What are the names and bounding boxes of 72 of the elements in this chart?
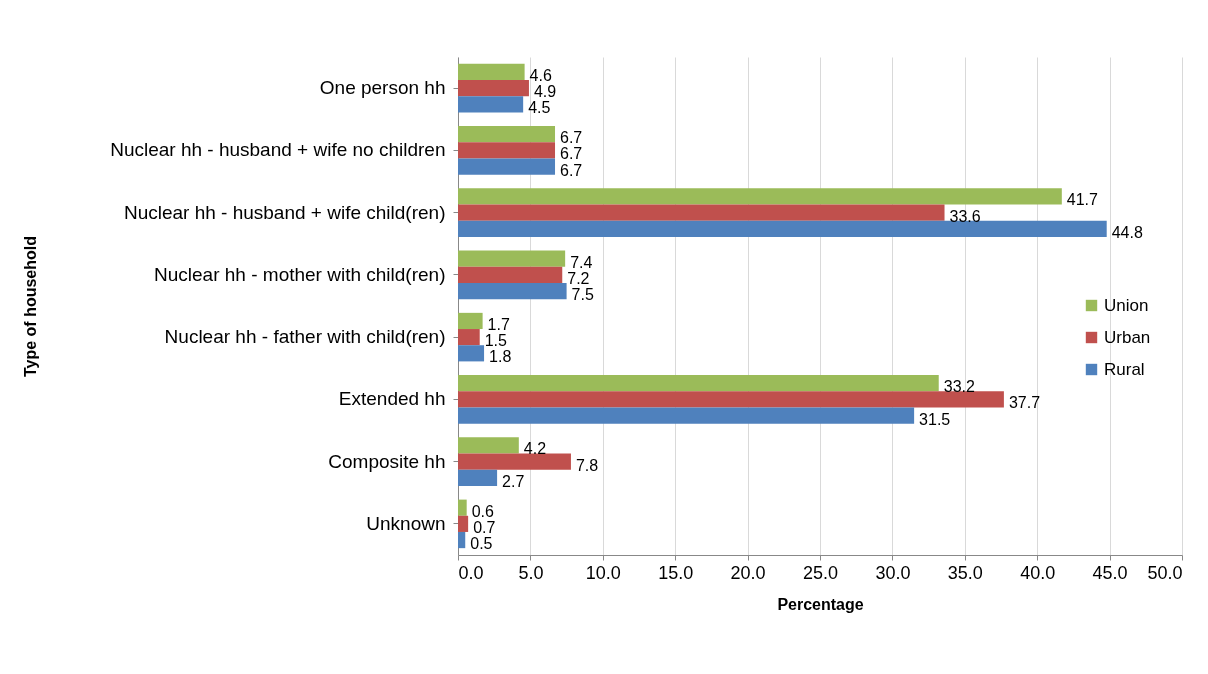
y-axis-title: Type of household bbox=[21, 235, 39, 378]
bar bbox=[458, 204, 945, 221]
legend-label: Urban bbox=[1104, 327, 1151, 347]
x-tick-label: 45.0 bbox=[1092, 562, 1128, 583]
data-label: 44.8 bbox=[1111, 223, 1143, 241]
bar bbox=[458, 282, 567, 300]
bar bbox=[458, 531, 466, 549]
x-axis-title: Percentage bbox=[777, 595, 864, 613]
bar bbox=[458, 312, 483, 330]
x-tick-label: 35.0 bbox=[947, 562, 983, 583]
y-tick-label: Nuclear hh - mother with child(ren) bbox=[154, 263, 446, 285]
x-tick-label: 40.0 bbox=[1020, 562, 1056, 583]
bar bbox=[458, 188, 1062, 205]
x-tick-label: 50.0 bbox=[1147, 562, 1183, 583]
data-label: 33.2 bbox=[943, 378, 975, 396]
data-label: 4.5 bbox=[528, 99, 551, 117]
legend-label: Rural bbox=[1104, 359, 1145, 379]
bar bbox=[458, 220, 1107, 237]
bar bbox=[458, 375, 939, 392]
data-label: 6.7 bbox=[560, 145, 583, 163]
data-label: 4.9 bbox=[533, 83, 557, 101]
bar bbox=[458, 250, 566, 267]
bar bbox=[458, 345, 485, 362]
bar bbox=[458, 437, 519, 454]
data-label: 2.7 bbox=[502, 472, 525, 490]
x-tick-label: 10.0 bbox=[585, 562, 621, 583]
bar bbox=[458, 407, 915, 424]
y-tick-label: One person hh bbox=[319, 77, 446, 99]
x-tick-label: 15.0 bbox=[658, 562, 694, 583]
data-label: 0.6 bbox=[471, 502, 495, 520]
x-tick-label: 20.0 bbox=[730, 562, 766, 583]
x-tick-label: 5.0 bbox=[518, 562, 544, 583]
bar bbox=[458, 266, 563, 283]
x-tick-label: 25.0 bbox=[802, 562, 839, 583]
y-tick-label: Nuclear hh - father with child(ren) bbox=[164, 326, 446, 348]
bar bbox=[458, 391, 1004, 408]
bar bbox=[458, 80, 529, 97]
bar bbox=[458, 499, 467, 516]
data-label: 4.2 bbox=[523, 440, 547, 458]
data-label: 1.7 bbox=[487, 315, 510, 333]
bar bbox=[458, 469, 498, 486]
bar bbox=[458, 158, 556, 175]
x-tick-label: 0.0 bbox=[458, 562, 484, 583]
bar bbox=[458, 515, 469, 532]
bar bbox=[458, 96, 524, 113]
data-label: 1.8 bbox=[489, 348, 512, 366]
data-label: 1.5 bbox=[484, 332, 508, 350]
data-label: 31.5 bbox=[919, 410, 951, 428]
bar bbox=[458, 142, 556, 159]
y-tick-label: Nuclear hh - husband + wife no children bbox=[110, 139, 446, 161]
legend-label: Union bbox=[1104, 295, 1149, 315]
y-tick-label: Unknown bbox=[366, 512, 446, 534]
data-label: 6.7 bbox=[560, 129, 583, 147]
data-label: 37.7 bbox=[1008, 394, 1041, 412]
bar bbox=[458, 126, 556, 143]
bar bbox=[458, 453, 571, 470]
data-label: 7.5 bbox=[571, 286, 594, 304]
data-label: 7.2 bbox=[567, 269, 590, 287]
y-tick-label: Composite hh bbox=[328, 450, 446, 472]
data-label: 7.4 bbox=[570, 253, 593, 271]
data-label: 33.6 bbox=[949, 207, 981, 225]
data-label: 41.7 bbox=[1066, 191, 1099, 209]
data-label: 4.6 bbox=[529, 66, 552, 84]
bar bbox=[458, 329, 480, 346]
y-tick-label: Nuclear hh - husband + wife child(ren) bbox=[123, 201, 446, 223]
data-label: 6.7 bbox=[560, 161, 583, 179]
data-label: 7.8 bbox=[575, 456, 599, 474]
bar bbox=[458, 63, 525, 81]
x-tick-label: 30.0 bbox=[875, 562, 911, 583]
data-label: 0.7 bbox=[473, 518, 496, 536]
data-label: 0.5 bbox=[470, 535, 493, 553]
y-tick-label: Extended hh bbox=[338, 388, 446, 410]
